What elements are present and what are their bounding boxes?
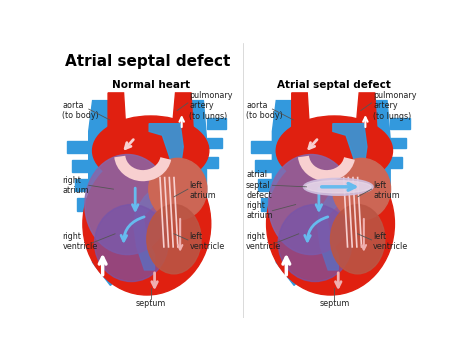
Polygon shape: [255, 160, 273, 172]
Text: Atrial septal defect: Atrial septal defect: [277, 80, 392, 90]
Text: right
atrium: right atrium: [63, 176, 89, 195]
Polygon shape: [134, 124, 183, 270]
Text: Normal heart: Normal heart: [112, 80, 190, 90]
Ellipse shape: [92, 116, 209, 185]
Polygon shape: [251, 141, 273, 153]
Ellipse shape: [330, 205, 385, 274]
Polygon shape: [294, 150, 311, 159]
Text: septum: septum: [319, 298, 349, 308]
Text: pulmonary
artery
(to lungs): pulmonary artery (to lungs): [190, 91, 233, 121]
Polygon shape: [207, 157, 218, 167]
Polygon shape: [365, 101, 390, 231]
Ellipse shape: [83, 152, 211, 295]
Polygon shape: [67, 141, 89, 153]
Text: septum: septum: [136, 298, 166, 308]
Polygon shape: [182, 101, 207, 231]
Polygon shape: [207, 118, 226, 129]
Text: Atrial septal defect: Atrial septal defect: [65, 54, 231, 69]
Ellipse shape: [305, 181, 371, 193]
Ellipse shape: [276, 116, 392, 185]
Ellipse shape: [147, 205, 201, 274]
Polygon shape: [294, 193, 311, 202]
Ellipse shape: [278, 205, 352, 282]
Polygon shape: [110, 171, 128, 181]
Polygon shape: [108, 93, 135, 153]
Polygon shape: [317, 124, 367, 270]
Polygon shape: [390, 118, 410, 129]
Polygon shape: [77, 198, 89, 211]
Polygon shape: [207, 137, 222, 148]
Ellipse shape: [85, 155, 170, 255]
Ellipse shape: [266, 152, 394, 295]
Polygon shape: [110, 150, 128, 159]
Polygon shape: [173, 93, 193, 151]
Text: right
atrium: right atrium: [246, 201, 273, 220]
Text: left
ventricle: left ventricle: [190, 232, 225, 251]
Text: pulmonary
artery
(to lungs): pulmonary artery (to lungs): [373, 91, 417, 121]
Text: right
ventricle: right ventricle: [246, 232, 281, 251]
Polygon shape: [75, 179, 89, 191]
Ellipse shape: [268, 155, 354, 255]
Polygon shape: [292, 93, 319, 153]
Text: left
ventricle: left ventricle: [373, 232, 409, 251]
Polygon shape: [294, 171, 311, 181]
Text: aorta
(to body): aorta (to body): [246, 101, 283, 120]
Text: aorta
(to body): aorta (to body): [63, 101, 99, 120]
Polygon shape: [258, 179, 273, 191]
Polygon shape: [89, 101, 118, 285]
Polygon shape: [261, 198, 273, 211]
Text: left
atrium: left atrium: [373, 181, 400, 200]
Ellipse shape: [94, 205, 168, 282]
Text: atrial
septal
defect: atrial septal defect: [246, 170, 272, 200]
Polygon shape: [390, 137, 406, 148]
Text: left
atrium: left atrium: [190, 181, 216, 200]
Polygon shape: [110, 193, 128, 202]
Ellipse shape: [149, 159, 207, 220]
Ellipse shape: [332, 159, 391, 220]
Polygon shape: [356, 93, 377, 151]
Polygon shape: [72, 160, 89, 172]
Text: right
ventricle: right ventricle: [63, 232, 98, 251]
Ellipse shape: [303, 178, 373, 195]
Polygon shape: [390, 157, 402, 167]
Polygon shape: [273, 101, 302, 285]
